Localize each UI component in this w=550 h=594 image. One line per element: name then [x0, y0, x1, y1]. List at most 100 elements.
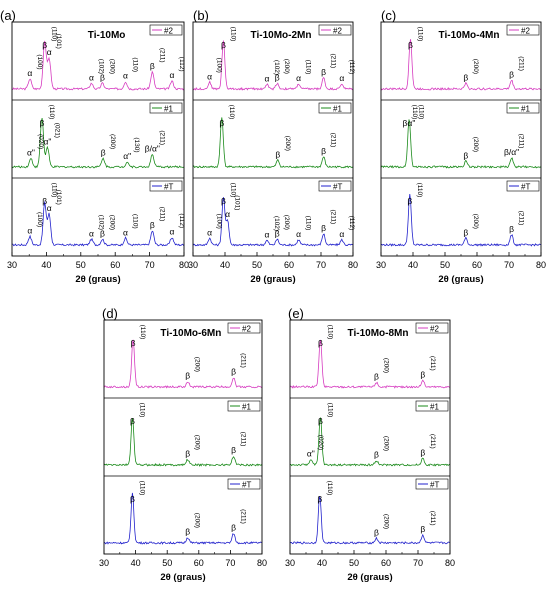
peak-phase-label: β [463, 72, 468, 82]
peak-phase-label: β [509, 224, 514, 234]
peak-hkl-label: (110) [228, 105, 235, 120]
peak-hkl-label: (100) [36, 54, 43, 69]
peak-phase-label: α [27, 68, 32, 78]
peak-hkl-label: (110) [411, 105, 418, 120]
peak-hkl-label: (110) [139, 325, 146, 340]
peak-phase-label: α" [307, 448, 315, 458]
diffractogram-line [289, 417, 451, 467]
peak-phase-label: β [39, 118, 44, 128]
peak-hkl-label: (110) [305, 60, 312, 75]
x-tick-label: 80 [179, 260, 189, 270]
diffractogram-line [380, 39, 542, 91]
diffractogram-line [380, 119, 542, 169]
subplot-#1: #1 β (110) β (200) β (211) [192, 102, 354, 169]
peak-hkl-label: (211) [240, 509, 247, 524]
peak-hkl-label: (200) [382, 436, 389, 451]
x-tick-label: 50 [440, 260, 450, 270]
peak-hkl-label: (200) [283, 215, 290, 230]
legend-box [149, 24, 183, 36]
peak-hkl-label: (211) [240, 432, 247, 447]
peak-phase-label: β [231, 366, 236, 376]
peak-hkl-label: (200) [108, 59, 115, 74]
peak-hkl-label: (110) [326, 325, 333, 340]
x-tick-label: 60 [284, 260, 294, 270]
legend-label: #2 [521, 27, 530, 36]
peak-hkl-label: (110) [416, 183, 423, 198]
x-tick-label: 30 [376, 260, 386, 270]
x-tick-label: 80 [445, 558, 455, 568]
peak-hkl-label: (211) [518, 56, 525, 71]
panel-letter: (b) [193, 8, 209, 23]
peak-phase-label: β [231, 522, 236, 532]
peak-phase-label: β [100, 228, 105, 238]
peak-hkl-label: (110) [326, 403, 333, 418]
peak-hkl-label: (211) [158, 48, 165, 63]
peak-hkl-label: (211) [429, 356, 436, 371]
chart-panel-5: (e)#2Ti-10Mo-8Mnβ(110)β(200)β(211)#1α"(0… [285, 306, 455, 583]
legend-label: #2 [164, 27, 173, 36]
peak-hkl-label: (211) [330, 53, 337, 68]
peak-hkl-label: (101) [55, 34, 62, 49]
legend-box [318, 180, 352, 192]
subplot-#T: #Tβ(110)β(200)β(211) [103, 478, 263, 545]
legend-label: #1 [242, 403, 251, 412]
legend-label: #T [164, 183, 173, 192]
peak-hkl-label: (020) [317, 435, 324, 450]
peak-hkl-label: (110) [416, 27, 423, 42]
x-axis-label: 2θ (graus) [438, 274, 483, 285]
diffractogram-line [103, 417, 263, 467]
x-tick-label: 70 [225, 558, 235, 568]
peak-hkl-label: (102) [273, 216, 280, 231]
peak-hkl-label: (200) [284, 136, 291, 151]
peak-phase-label: α [27, 226, 32, 236]
peak-phase-label: β [318, 338, 323, 348]
peak-hkl-label: (211) [429, 511, 436, 526]
peak-hkl-label: (110) [132, 214, 139, 229]
peak-hkl-label: (112) [348, 60, 355, 75]
legend-box [415, 478, 449, 490]
peak-hkl-label: (112) [178, 213, 185, 228]
peak-hkl-label: (101) [234, 195, 241, 210]
panel-frame [289, 319, 451, 555]
peak-phase-label: β [374, 528, 379, 538]
x-tick-label: 50 [162, 558, 172, 568]
x-tick-label: 40 [41, 260, 51, 270]
legend-label: #1 [430, 403, 439, 412]
panel-frame [103, 319, 263, 555]
subplot-#1: #1α"(020)β(110)β(200)β(211) [289, 400, 451, 467]
peak-hkl-label: (100) [216, 58, 223, 73]
panel-title: Ti-10Mo-2Mn [251, 30, 312, 41]
peak-hkl-label: (211) [518, 134, 525, 149]
peak-phase-label: α [89, 228, 94, 238]
peak-phase-label: α [339, 229, 344, 239]
legend-box [227, 400, 261, 412]
peak-phase-label: β [509, 70, 514, 80]
peak-hkl-label: (102) [97, 59, 104, 74]
peak-hkl-label: (200) [109, 134, 116, 149]
peak-phase-label: β/α" [145, 144, 160, 154]
peak-phase-label: β [420, 524, 425, 534]
peak-phase-label: β [321, 67, 326, 77]
subplot-#T: #Tβ(110)β(200)β(211) [289, 478, 451, 545]
peak-phase-label: β [185, 526, 190, 536]
diffractogram-line [380, 193, 542, 247]
subplot-#T: #Tβ(110)β(200)β(211) [380, 180, 542, 247]
peak-hkl-label: (110) [326, 481, 333, 496]
subplot-#T: #Tα(100)β(110)α(101)α(102)β(200)α(110) β(… [12, 180, 185, 247]
peak-phase-label: β [463, 150, 468, 160]
peak-phase-label: α [89, 72, 94, 82]
peak-hkl-label: (112) [348, 216, 355, 231]
peak-hkl-label: (211) [518, 211, 525, 226]
peak-phase-label: β [130, 416, 135, 426]
peak-phase-label: α" [123, 151, 131, 161]
peak-phase-label: β [275, 149, 280, 159]
x-tick-label: 40 [220, 260, 230, 270]
x-axis-label: 2θ (graus) [160, 572, 205, 583]
peak-phase-label: β [101, 148, 106, 158]
peak-phase-label: α [123, 227, 128, 237]
peak-hkl-label: (200) [472, 214, 479, 229]
peak-phase-label: β [221, 40, 226, 50]
peak-phase-label: α [169, 227, 174, 237]
legend-label: #2 [430, 325, 439, 334]
